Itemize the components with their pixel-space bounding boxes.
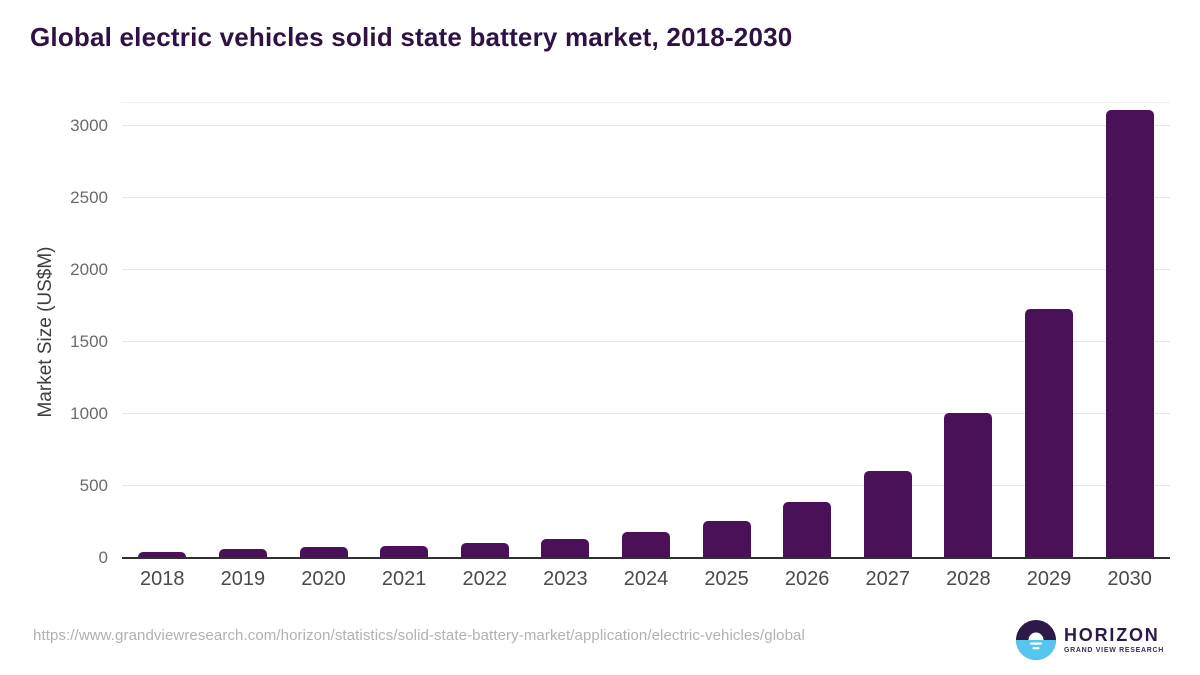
bar-slot-2023 — [525, 103, 606, 558]
bar-2019 — [218, 549, 267, 558]
y-tick-label-3000: 3000 — [70, 116, 108, 135]
x-tick-label-2024: 2024 — [623, 568, 669, 590]
y-tick-label-2000: 2000 — [70, 260, 108, 279]
gridline-3000 — [122, 125, 1170, 126]
bar-slot-2030 — [1089, 103, 1170, 558]
gridline-1500 — [122, 341, 1170, 342]
x-axis-tick-labels: 2018 2019 2020 2021 2022 2023 2024 2025 2026 2027… — [122, 568, 1170, 591]
y-tick-label-0: 0 — [98, 548, 108, 567]
bar-slot-2028 — [928, 103, 1009, 558]
plot-area — [122, 102, 1170, 559]
bar-2021 — [380, 545, 429, 558]
bar-slot-2018 — [122, 103, 203, 558]
bar-slot-2027 — [847, 103, 928, 558]
x-tick-label-2028: 2028 — [946, 568, 991, 590]
bar-2028 — [944, 413, 993, 558]
bar-slot-2029 — [1009, 103, 1090, 558]
chart-title: Global electric vehicles solid state bat… — [30, 22, 793, 52]
bar-2029 — [1025, 308, 1073, 558]
y-axis-tick-labels: 0 500 1000 1500 2000 2500 3000 — [0, 102, 108, 567]
bar-2024 — [621, 532, 670, 558]
y-tick-label-2500: 2500 — [70, 188, 108, 207]
y-tick-label-1000: 1000 — [70, 404, 108, 423]
bar-2027 — [863, 470, 912, 558]
x-tick-label-2018: 2018 — [140, 568, 185, 590]
bar-2023 — [541, 539, 590, 558]
x-tick-label-2025: 2025 — [704, 568, 749, 590]
bar-2025 — [702, 521, 751, 558]
bar-slot-2025 — [686, 103, 767, 558]
bar-2022 — [460, 542, 509, 558]
brand-subtitle: GRAND VIEW RESEARCH — [1064, 647, 1165, 654]
gridline-2500 — [122, 197, 1170, 198]
x-tick-label-2022: 2022 — [462, 568, 507, 590]
bar-2026 — [783, 501, 832, 558]
bar-series — [122, 103, 1170, 558]
bar-slot-2024 — [606, 103, 687, 558]
gridline-500 — [122, 485, 1170, 486]
bar-2020 — [299, 547, 348, 558]
bar-slot-2022 — [444, 103, 525, 558]
horizon-sun-icon — [1016, 620, 1056, 660]
y-tick-label-500: 500 — [79, 476, 108, 495]
x-tick-label-2029: 2029 — [1026, 568, 1072, 590]
bar-2018 — [138, 552, 187, 558]
x-tick-label-2019: 2019 — [220, 568, 266, 590]
bar-slot-2020 — [283, 103, 364, 558]
x-tick-label-2021: 2021 — [381, 568, 427, 590]
x-tick-label-2020: 2020 — [301, 568, 346, 590]
source-url: https://www.grandviewresearch.com/horizo… — [33, 627, 805, 644]
brand-wordmark: HORIZON GRAND VIEW RESEARCH — [1064, 626, 1164, 654]
x-tick-label-2027: 2027 — [865, 568, 911, 590]
x-tick-label-2026: 2026 — [784, 568, 830, 590]
gridline-2000 — [122, 269, 1170, 270]
bar-slot-2021 — [364, 103, 445, 558]
brand-logo: HORIZON GRAND VIEW RESEARCH — [1016, 620, 1164, 660]
bar-2030 — [1105, 110, 1154, 558]
x-tick-label-2023: 2023 — [543, 568, 588, 590]
gridline-1000 — [122, 413, 1170, 414]
brand-name: HORIZON — [1064, 625, 1160, 645]
x-axis-line — [122, 557, 1170, 559]
bar-slot-2026 — [767, 103, 848, 558]
y-tick-label-1500: 1500 — [70, 332, 108, 351]
x-tick-label-2030: 2030 — [1107, 568, 1152, 590]
bar-slot-2019 — [203, 103, 284, 558]
